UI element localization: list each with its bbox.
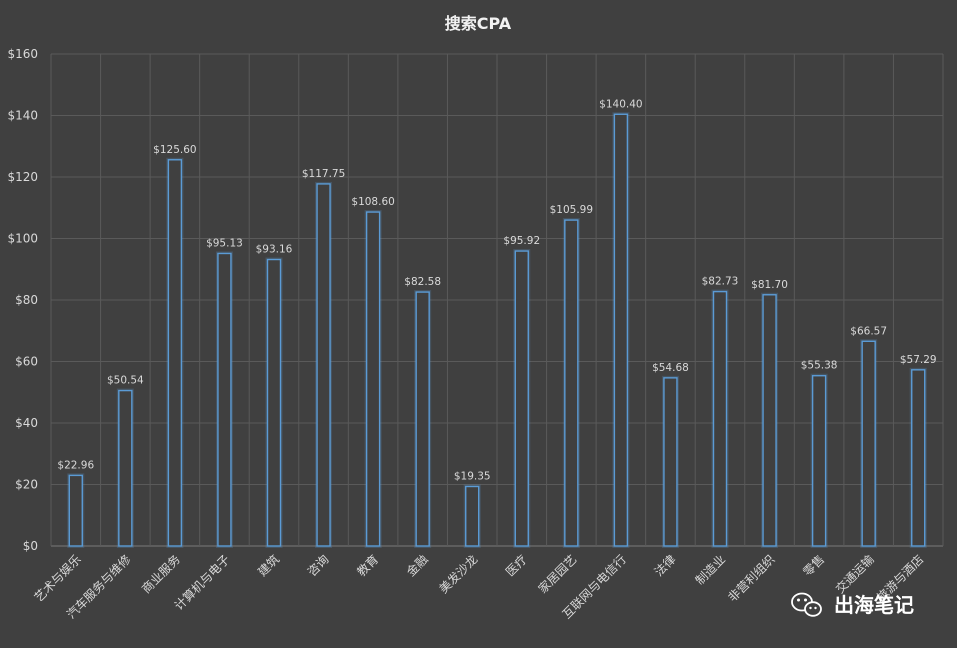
grid-lines (50, 53, 944, 547)
bar (514, 250, 529, 547)
y-tick-label: $60 (15, 355, 38, 369)
y-tick-label: $80 (15, 293, 38, 307)
data-label: $54.68 (652, 362, 689, 374)
data-label: $82.73 (702, 276, 739, 288)
x-tick-label: 医疗 (503, 552, 530, 579)
x-tick-label: 教育 (354, 552, 382, 580)
y-tick-label: $100 (7, 232, 38, 246)
bar (613, 113, 629, 547)
y-tick-label: $160 (7, 47, 38, 61)
x-tick-label: 金融 (403, 552, 431, 580)
x-tick-label: 零售 (800, 552, 828, 580)
bar (861, 340, 876, 547)
data-label: $81.70 (751, 279, 788, 291)
bar (712, 290, 728, 547)
data-label: $108.60 (351, 196, 394, 208)
data-label: $95.13 (206, 237, 243, 249)
bars (67, 112, 927, 549)
x-tick-label: 咨询 (304, 552, 332, 580)
bar (217, 252, 232, 547)
bar (663, 377, 678, 547)
y-axis-ticks: $0 $20 $40 $60 $80 $100 $120 $140 $160 (7, 47, 38, 553)
y-tick-label: $40 (15, 416, 38, 430)
bar (167, 159, 183, 547)
bar (762, 294, 777, 547)
x-tick-label: 家居园艺 (535, 552, 580, 597)
watermark-text: 出海笔记 (834, 593, 914, 617)
data-label: $55.38 (801, 360, 838, 372)
data-label: $82.58 (404, 276, 441, 288)
x-tick-label: 美发沙龙 (436, 552, 481, 597)
x-tick-label: 商业服务 (138, 552, 183, 597)
data-label: $50.54 (107, 375, 144, 387)
bar (564, 219, 579, 547)
data-label: $66.57 (850, 325, 887, 337)
y-tick-label: $0 (23, 539, 38, 553)
data-label: $95.92 (503, 235, 540, 247)
wechat-icon (791, 592, 822, 617)
x-tick-label: 艺术与娱乐 (32, 552, 84, 604)
bar (365, 211, 381, 547)
data-label: $140.40 (599, 98, 642, 110)
chart-title: 搜索CPA (445, 14, 512, 33)
bar (415, 291, 430, 547)
y-tick-label: $140 (7, 109, 38, 123)
y-tick-label: $120 (7, 170, 38, 184)
bar (316, 183, 331, 547)
y-tick-label: $20 (15, 478, 38, 492)
data-labels: $22.96 $50.54 $125.60 $95.13 $93.16 $117.75 $1… (57, 98, 936, 482)
x-tick-label: 制造业 (693, 552, 728, 587)
bar (465, 485, 480, 547)
data-label: $57.29 (900, 354, 937, 366)
data-label: $19.35 (454, 470, 491, 482)
bar (118, 389, 133, 547)
bar (811, 375, 827, 547)
bar (68, 474, 83, 547)
x-tick-label: 法律 (652, 552, 679, 579)
data-label: $93.16 (256, 244, 293, 256)
data-label: $117.75 (302, 168, 345, 180)
data-label: $22.96 (57, 459, 94, 471)
data-label: $105.99 (550, 204, 593, 216)
data-label: $125.60 (153, 144, 196, 156)
bar (911, 369, 926, 547)
x-tick-label: 建筑 (255, 552, 283, 580)
watermark: 出海笔记 (791, 592, 914, 617)
bar (266, 258, 282, 547)
x-tick-label: 非营利组织 (725, 552, 777, 604)
x-tick-label: 交通运输 (832, 552, 877, 597)
